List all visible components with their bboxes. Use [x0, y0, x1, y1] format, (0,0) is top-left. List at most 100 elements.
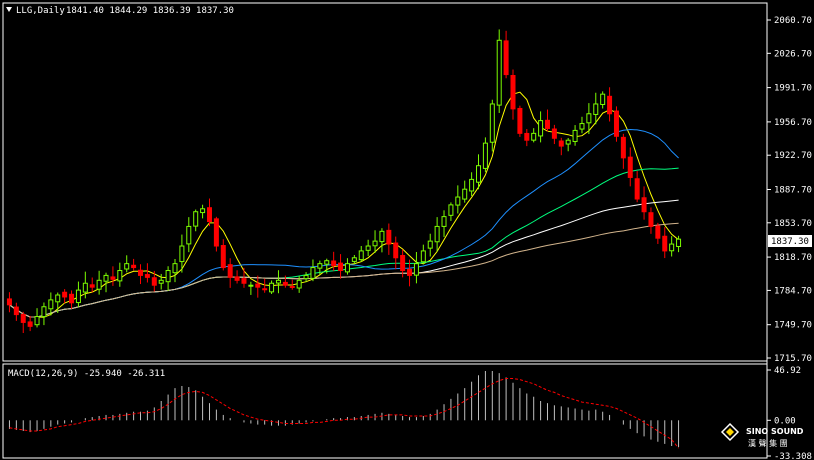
candle: [69, 290, 75, 309]
chart-menu-triangle-icon[interactable]: [6, 7, 12, 12]
candle: [248, 281, 254, 295]
candle-body: [538, 120, 544, 137]
candle-body: [669, 243, 675, 252]
candle-body: [593, 103, 599, 115]
candle: [607, 87, 613, 122]
candle: [131, 258, 137, 271]
candle: [544, 109, 550, 132]
candle-body: [434, 225, 440, 243]
candle: [413, 251, 419, 284]
candle: [75, 281, 81, 308]
candle: [117, 262, 123, 287]
candle-body: [662, 235, 668, 252]
candle: [407, 259, 413, 287]
candle-body: [620, 136, 626, 159]
candle-body: [331, 260, 337, 267]
candle: [551, 124, 557, 145]
sino-sound-logo: SINO SOUND 漢 聲 集 團: [720, 422, 804, 448]
candle-body: [503, 40, 509, 76]
candle: [489, 99, 495, 152]
candle: [358, 245, 364, 262]
symbol-label: LLG,Daily: [16, 6, 65, 16]
candle-body: [572, 129, 578, 143]
candle: [331, 251, 337, 271]
candle-body: [248, 284, 254, 287]
ma-longest-line: [9, 222, 679, 318]
candle-body: [75, 289, 81, 304]
candle: [138, 264, 144, 285]
candle: [496, 29, 502, 113]
candle: [27, 315, 33, 332]
candle-body: [648, 212, 654, 227]
candle-body: [462, 188, 468, 200]
price-tick-label: 1956.70: [774, 118, 812, 128]
logo-text-en: SINO SOUND: [746, 427, 804, 436]
candle-body: [344, 263, 350, 273]
candle: [531, 128, 537, 143]
macd-tick-label: 46.92: [774, 366, 801, 376]
candle: [600, 91, 606, 109]
candle-body: [41, 306, 47, 318]
candle: [110, 266, 116, 286]
candle: [538, 111, 544, 143]
candle: [144, 263, 150, 283]
candle-body: [227, 264, 233, 278]
price-tick-label: 1818.70: [774, 253, 812, 263]
candle: [379, 228, 385, 253]
candle: [200, 204, 206, 219]
candle: [172, 259, 178, 283]
candle: [34, 308, 40, 328]
candle: [124, 255, 130, 273]
candle-body: [165, 270, 171, 283]
candle-body: [179, 245, 185, 263]
current-price-tag: 1837.30: [771, 237, 809, 247]
candle: [213, 216, 219, 252]
candle: [269, 280, 275, 295]
candle-body: [262, 288, 268, 291]
candle-body: [627, 156, 633, 178]
candle-body: [655, 225, 661, 239]
macd-signal-line: [9, 378, 679, 449]
candle: [517, 105, 523, 137]
candle-body: [400, 255, 406, 272]
candle-body: [103, 274, 109, 282]
candle-body: [89, 284, 95, 288]
macd-histogram: [8, 370, 680, 448]
candle-body: [641, 197, 647, 213]
candle: [96, 270, 102, 295]
candle: [655, 222, 661, 244]
candle: [82, 271, 88, 299]
price-tick-label: 1715.70: [774, 354, 812, 364]
candle-body: [379, 230, 385, 243]
current-price-box: [768, 235, 812, 247]
logo-diamond-icon: [720, 422, 740, 442]
candle: [6, 292, 12, 313]
candle: [434, 217, 440, 252]
candle: [476, 154, 482, 190]
candle: [462, 180, 468, 203]
candle: [676, 235, 682, 253]
candle: [572, 125, 578, 146]
candle: [565, 137, 571, 152]
candle-body: [372, 240, 378, 247]
price-tick-label: 2060.70: [774, 16, 812, 26]
candle-body: [317, 263, 323, 269]
candle: [48, 292, 54, 316]
candle-body: [558, 140, 564, 147]
candle-body: [13, 306, 19, 316]
candle-body: [565, 139, 571, 145]
logo-text-cn: 漢 聲 集 團: [748, 438, 788, 448]
candle: [469, 172, 475, 197]
candle: [289, 279, 295, 290]
ma-fast-line: [9, 91, 679, 318]
candle-body: [489, 103, 495, 143]
candle: [103, 272, 109, 293]
candle: [593, 92, 599, 125]
price-tick-label: 1991.70: [774, 84, 812, 94]
candlestick-series: [6, 29, 682, 334]
candle-body: [200, 208, 206, 214]
candle: [620, 133, 626, 169]
candle: [455, 185, 461, 214]
candle-body: [138, 269, 144, 276]
